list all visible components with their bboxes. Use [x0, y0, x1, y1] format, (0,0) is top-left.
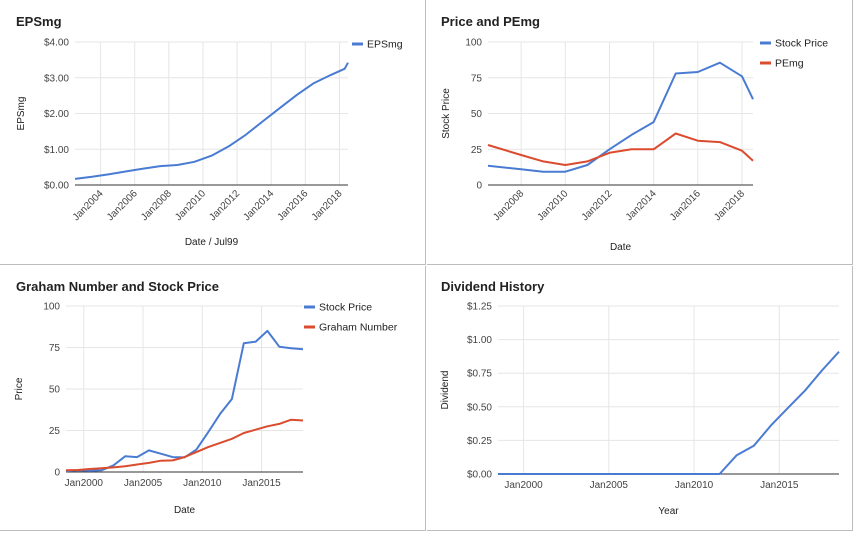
panel-dividend: Dividend History $0.00 $0.25 $0.50 $0.75 $1.0…: [427, 266, 853, 531]
x-tick-label: Jan2008: [139, 188, 174, 223]
x-tick-label: Jan2010: [675, 480, 714, 491]
legend-swatch: [304, 325, 315, 329]
y-tick-label: $2.00: [44, 109, 69, 120]
chart-graham: Graham Number and Stock Price 0 25 50 75 100 J…: [14, 279, 398, 516]
legend-swatch: [352, 42, 363, 46]
y-axis-label: EPSmg: [16, 97, 27, 131]
y-tick-label: 0: [54, 468, 60, 479]
y-tick-label: 50: [471, 109, 483, 120]
panel-eps: EPSmg $0.00 $1.00 $2.00 $3.00 $4.00 Jan2004 Jan…: [0, 0, 426, 265]
y-tick-label: 75: [471, 73, 483, 84]
series-line-graham-number: [65, 418, 304, 472]
y-tick-label: $4.00: [44, 38, 69, 49]
series-line-pemg: [487, 132, 754, 166]
x-tick-label: Jan2014: [241, 188, 276, 223]
x-tick-label: Jan2005: [590, 480, 629, 491]
series-line-epsmg: [74, 62, 349, 180]
series-line-stock-price: [487, 61, 754, 173]
x-tick-label: Jan2016: [276, 188, 311, 223]
chart-title: Graham Number and Stock Price: [16, 279, 219, 294]
legend-entry: Graham Number: [319, 322, 398, 334]
x-axis-label: Year: [658, 506, 679, 517]
y-tick-label: 50: [49, 385, 61, 396]
x-tick-label: Jan2010: [183, 478, 222, 489]
legend-entry: PEmg: [775, 58, 804, 70]
x-tick-label: Jan2006: [105, 188, 140, 223]
legend-entry: Stock Price: [775, 38, 828, 50]
y-tick-label: 25: [471, 145, 483, 156]
legend-swatch: [760, 41, 771, 45]
y-tick-label: $0.50: [467, 402, 492, 413]
x-tick-label: Jan2015: [760, 480, 799, 491]
x-tick-label: Jan2016: [668, 188, 703, 223]
x-tick-label: Jan2010: [535, 188, 570, 223]
y-tick-label: $1.00: [44, 145, 69, 156]
legend-entry: EPSmg: [367, 39, 403, 51]
series-line-stock-price: [65, 329, 304, 473]
x-axis-label: Date: [610, 242, 632, 253]
y-tick-label: $1.25: [467, 302, 492, 313]
x-tick-label: Jan2008: [491, 188, 526, 223]
chart-title: Price and PEmg: [441, 14, 540, 29]
x-axis-label: Date / Jul99: [185, 237, 239, 248]
x-tick-label: Jan2012: [207, 188, 242, 223]
y-tick-label: 100: [465, 38, 482, 49]
y-tick-label: 75: [49, 343, 61, 354]
x-tick-label: Jan2000: [65, 478, 104, 489]
x-tick-label: Jan2018: [310, 188, 345, 223]
y-axis-label: Price: [14, 377, 25, 400]
x-tick-label: Jan2015: [242, 478, 281, 489]
legend-entry: Stock Price: [319, 302, 372, 314]
series-line-0: [498, 351, 840, 475]
x-tick-label: Jan2014: [624, 188, 659, 223]
y-tick-label: $1.00: [467, 335, 492, 346]
y-axis-label: Stock Price: [441, 88, 452, 139]
y-tick-label: 0: [476, 181, 482, 192]
x-tick-label: Jan2010: [173, 188, 208, 223]
chart-dividend: Dividend History $0.00 $0.25 $0.50 $0.75 $1.0…: [440, 279, 840, 517]
panel-price-pe: Price and PEmg 0 25 50 75 100 Jan2008 Jan2010 Ja…: [427, 0, 853, 265]
chart-title: EPSmg: [16, 14, 62, 29]
x-axis-label: Date: [174, 505, 196, 516]
x-tick-label: Jan2005: [124, 478, 163, 489]
x-tick-label: Jan2004: [71, 188, 106, 223]
chart-price-pe: Price and PEmg 0 25 50 75 100 Jan2008 Jan2010 Ja…: [441, 14, 828, 253]
y-tick-label: $0.00: [467, 470, 492, 481]
legend-swatch: [760, 61, 771, 65]
y-tick-label: $3.00: [44, 73, 69, 84]
y-tick-label: 25: [49, 426, 61, 437]
y-tick-label: $0.00: [44, 181, 69, 192]
x-tick-label: Jan2018: [712, 188, 747, 223]
legend-swatch: [304, 305, 315, 309]
panel-graham: Graham Number and Stock Price 0 25 50 75 100 J…: [0, 266, 426, 531]
chart-title: Dividend History: [441, 279, 545, 294]
y-tick-label: $0.75: [467, 369, 492, 380]
y-axis-label: Dividend: [440, 371, 451, 410]
x-tick-label: Jan2012: [580, 188, 615, 223]
x-tick-label: Jan2000: [504, 480, 543, 491]
y-tick-label: $0.25: [467, 436, 492, 447]
y-tick-label: 100: [43, 302, 60, 313]
